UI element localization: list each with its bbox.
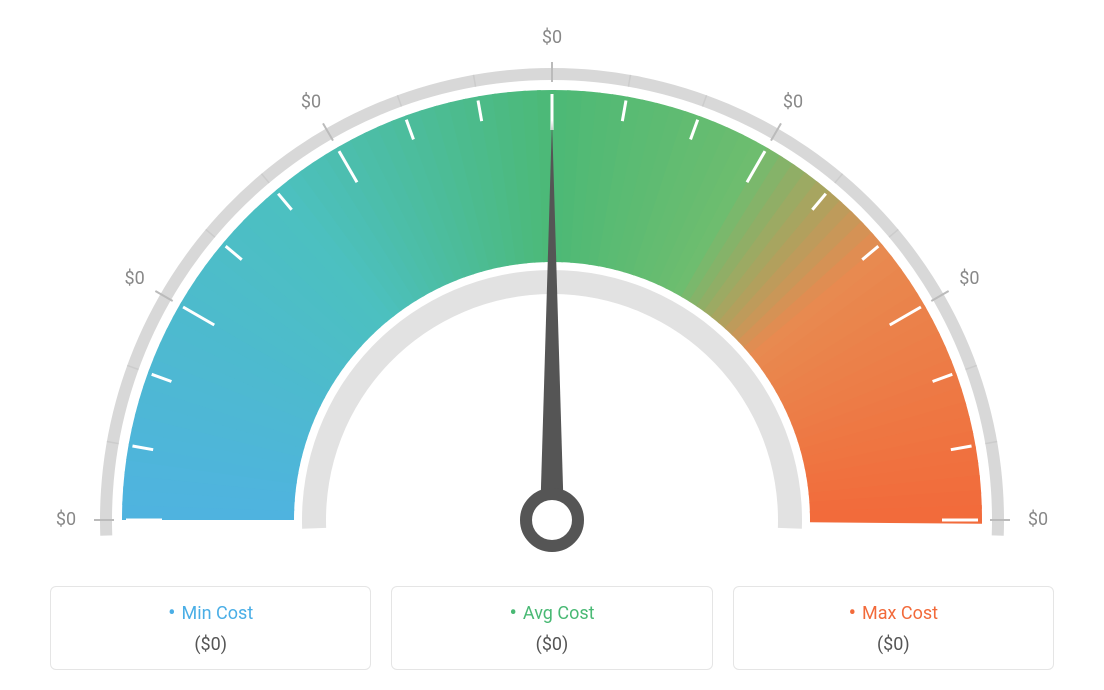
- gauge-area: $0 $0 $0 $0 $0 $0 $0: [0, 0, 1104, 560]
- cost-gauge-chart: $0 $0 $0 $0 $0 $0 $0 Min Cost ($0) Avg Cost ($…: [0, 0, 1104, 690]
- gauge-tick-label: $0: [542, 27, 562, 48]
- legend-value-max: ($0): [744, 634, 1043, 655]
- legend-label-min: Min Cost: [168, 603, 253, 624]
- legend-card-min: Min Cost ($0): [50, 586, 371, 670]
- legend-value-min: ($0): [61, 634, 360, 655]
- gauge-tick-label: $0: [1028, 509, 1048, 530]
- gauge-tick-label: $0: [56, 509, 76, 530]
- legend-row: Min Cost ($0) Avg Cost ($0) Max Cost ($0…: [50, 586, 1054, 670]
- gauge-svg: $0 $0 $0 $0 $0 $0 $0: [0, 0, 1104, 560]
- legend-value-avg: ($0): [402, 634, 701, 655]
- gauge-needle-hub: [526, 494, 578, 546]
- legend-card-max: Max Cost ($0): [733, 586, 1054, 670]
- legend-card-avg: Avg Cost ($0): [391, 586, 712, 670]
- gauge-tick-label: $0: [301, 91, 321, 112]
- gauge-tick-label: $0: [783, 91, 803, 112]
- legend-label-max: Max Cost: [849, 603, 939, 624]
- gauge-tick-label: $0: [959, 268, 979, 289]
- legend-label-avg: Avg Cost: [509, 603, 594, 624]
- gauge-tick-label: $0: [124, 268, 144, 289]
